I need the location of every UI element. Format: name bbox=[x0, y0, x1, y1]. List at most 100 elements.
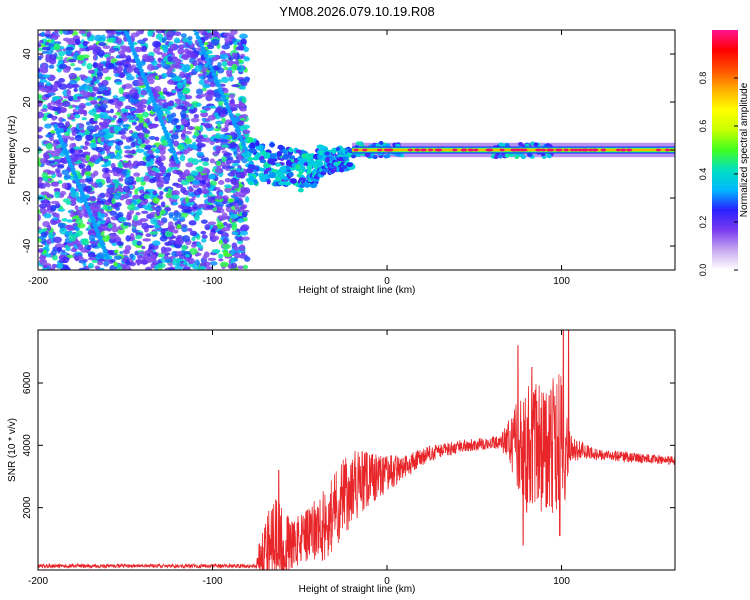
spectrogram-peak-dot bbox=[600, 148, 606, 152]
snr-y-tick-label: 6000 bbox=[22, 371, 33, 394]
spectrogram-streak-blob bbox=[73, 174, 79, 179]
spectrogram-noise-blob bbox=[209, 231, 216, 238]
spectrogram-streak-blob bbox=[105, 256, 111, 260]
spectrogram-streak-blob bbox=[236, 131, 242, 136]
spectrogram-noise-blob bbox=[88, 234, 96, 242]
spectrogram-noise-blob bbox=[78, 163, 86, 169]
spectrogram-cluster-blob bbox=[279, 166, 287, 171]
spectrogram-noise-blob bbox=[193, 189, 203, 196]
spectrogram-noise-blob bbox=[231, 63, 238, 71]
spectrogram-streak-blob bbox=[63, 151, 69, 156]
spectrogram-noise-blob bbox=[79, 89, 86, 96]
spectrogram-noise-blob bbox=[172, 216, 178, 222]
spectrogram-noise-blob bbox=[191, 145, 198, 150]
spectrogram-noise-blob bbox=[194, 259, 200, 266]
spectrogram-noise-blob bbox=[94, 34, 103, 42]
spectrogram-band-blob bbox=[520, 155, 526, 160]
spectrogram-noise-blob bbox=[183, 208, 193, 213]
spectrogram-noise-blob bbox=[88, 96, 94, 101]
spectrogram-noise-blob bbox=[109, 233, 117, 240]
spectrogram-noise-blob bbox=[209, 140, 215, 146]
spectrogram-streak-blob bbox=[89, 215, 95, 220]
spectrogram-noise-blob bbox=[63, 174, 72, 180]
spectrogram-noise-blob bbox=[48, 92, 56, 96]
spectrogram-noise-blob bbox=[239, 107, 247, 112]
spectrogram-noise-blob bbox=[62, 48, 67, 52]
spectrogram-cluster-blob bbox=[277, 144, 284, 150]
spectrogram-cluster-blob bbox=[278, 181, 287, 186]
spectrogram-noise-blob bbox=[127, 204, 136, 211]
spectrogram-band-blob bbox=[372, 155, 378, 160]
spectrogram-noise-blob bbox=[54, 30, 59, 34]
spectrogram-noise-blob bbox=[181, 100, 188, 105]
spectrogram-cluster-blob bbox=[288, 148, 294, 153]
spectrogram-noise-blob bbox=[141, 245, 146, 250]
spectrogram-cluster-blob bbox=[247, 164, 255, 169]
spectrogram-noise-blob bbox=[41, 46, 51, 51]
spectrogram-noise-blob bbox=[185, 175, 195, 183]
spectrogram-noise-blob bbox=[209, 184, 216, 190]
spectrogram-noise-blob bbox=[155, 156, 162, 164]
spectrogram-noise-blob bbox=[230, 249, 236, 256]
spectrogram-noise-blob bbox=[107, 223, 113, 229]
spectrogram-noise-blob bbox=[135, 162, 142, 167]
colorbar-ticks: 0.0 0.2 0.4 0.6 0.8 bbox=[698, 72, 738, 277]
spectrogram-noise-blob bbox=[186, 202, 192, 207]
spectrogram-streak-blob bbox=[67, 161, 73, 166]
spectrogram-peak-dot bbox=[499, 148, 505, 152]
spectrogram-noise-blob bbox=[114, 249, 119, 254]
spectrogram-noise-blob bbox=[122, 193, 130, 199]
spectrogram-peak-dot bbox=[593, 148, 599, 152]
spectrogram-noise-blob bbox=[48, 59, 55, 64]
spectrogram-noise-blob bbox=[191, 47, 197, 51]
spectrogram-peak-dot bbox=[473, 148, 479, 152]
spectrogram-noise-blob bbox=[164, 267, 171, 270]
spectrogram-noise-blob bbox=[101, 235, 110, 243]
spectrogram-arm-blob bbox=[304, 183, 311, 188]
spectrogram-noise-blob bbox=[97, 182, 103, 188]
spectrogram-noise-blob bbox=[126, 170, 131, 177]
spectrogram-noise-blob bbox=[171, 89, 177, 94]
spectrogram-noise-blob bbox=[187, 40, 193, 46]
spectrogram-cluster-blob bbox=[288, 155, 296, 160]
colorbar-tick-label: 0.0 bbox=[698, 264, 708, 277]
spectrogram-noise-blob bbox=[199, 124, 204, 132]
spectrogram-noise-blob bbox=[45, 134, 54, 138]
spectrogram-noise-blob bbox=[167, 100, 174, 107]
spectrogram-noise-blob bbox=[240, 230, 248, 236]
spectrogram-peak-dot bbox=[563, 148, 569, 152]
spectrogram-noise-blob bbox=[147, 257, 154, 263]
spectrogram-streak-blob bbox=[163, 129, 169, 134]
spectrogram-noise-blob bbox=[243, 46, 249, 53]
spectrogram-noise-blob bbox=[116, 140, 124, 146]
spectrogram-noise-blob bbox=[176, 224, 182, 229]
spectrogram-noise-blob bbox=[185, 149, 190, 154]
spectrogram-noise-blob bbox=[210, 38, 220, 46]
spectrogram-noise-blob bbox=[46, 193, 52, 198]
snr-y-label: SNR (10 * v/v) bbox=[7, 418, 18, 482]
spectrogram-noise-blob bbox=[57, 264, 64, 269]
spectrogram-noise-blob bbox=[207, 221, 217, 226]
snr-x-tick-label: 0 bbox=[384, 576, 390, 587]
spectrogram-noise-blob bbox=[211, 249, 221, 254]
spectrogram-streak-blob bbox=[66, 157, 72, 162]
spectrogram-noise-blob bbox=[56, 246, 63, 252]
spectrogram-noise-blob bbox=[141, 222, 149, 230]
spectrogram-noise-blob bbox=[57, 222, 66, 229]
spectrogram-noise-blob bbox=[38, 134, 44, 139]
spectrogram-streak-blob bbox=[148, 92, 154, 97]
spectrogram-noise-blob bbox=[215, 97, 223, 102]
spectrogram-noise-blob bbox=[168, 221, 174, 228]
spectrogram-noise-blob bbox=[54, 191, 61, 199]
spectrogram-streak-blob bbox=[225, 105, 231, 110]
spectrogram-noise-blob bbox=[217, 61, 222, 68]
spectrogram-noise-blob bbox=[115, 112, 122, 116]
spectrogram-streak-blob bbox=[142, 78, 148, 83]
spectrogram-noise-blob bbox=[232, 55, 238, 60]
spectrogram-noise-blob bbox=[101, 79, 109, 87]
spectrogram-streak-blob bbox=[132, 51, 138, 56]
spectrogram-noise-blob bbox=[230, 131, 236, 136]
spectrogram-peak-dot bbox=[555, 148, 561, 152]
spectrogram-streak-blob bbox=[140, 72, 146, 76]
spectrogram-band-blob bbox=[514, 154, 520, 159]
